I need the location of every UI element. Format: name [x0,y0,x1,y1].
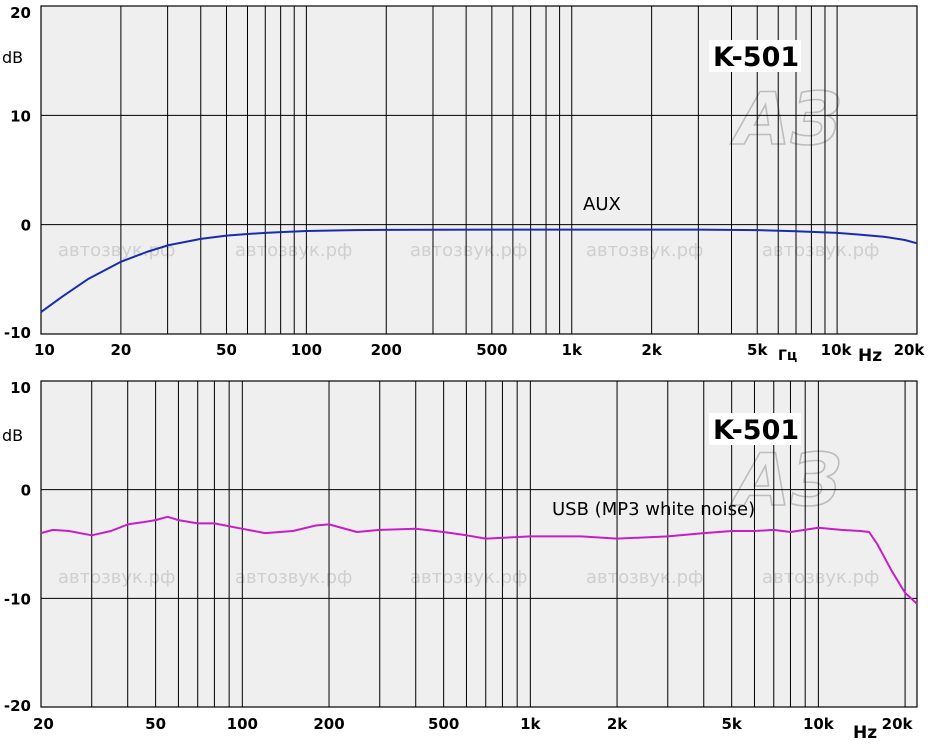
watermark-text: автозвук.рф [762,240,879,261]
x-tick-label: 200 [371,341,402,359]
watermark-text: автозвук.рф [235,567,352,588]
x-tick-label: 500 [428,715,459,733]
plot-border [40,380,918,708]
x-tick-label: 10k [803,715,835,733]
logo-watermark: АЗ [730,77,842,161]
watermark-text: автозвук.рф [762,567,879,588]
watermark-text: автозвук.рф [586,240,703,261]
watermark-text: автозвук.рф [586,567,703,588]
watermark-text: автозвук.рф [58,240,175,261]
watermark-text: автозвук.рф [410,240,527,261]
x-tick-label: 50 [216,341,237,359]
model-label: K-501 [713,415,799,446]
x-tick-label: 20k [882,715,914,733]
x-tick-label: 20 [110,341,131,359]
logo-watermark: АЗ [730,438,842,522]
x-tick-label: 1k [520,715,541,733]
plot-border [40,5,918,335]
x-tick-label: 5k [747,341,768,359]
y-tick-label: -10 [4,324,31,342]
usb-response-chart: автозвук.рф автозвук.рф автозвук.рф автозву… [2,379,918,743]
watermark-text: автозвук.рф [410,567,527,588]
response-curve-usb [40,515,918,605]
x-axis-unit: Hz [853,723,877,741]
y-axis-label: dB [2,426,23,445]
x-tick-label: 100 [291,341,322,359]
x-tick-label: 10 [34,341,55,359]
x-tick-label: 500 [476,341,507,359]
curve-label: USB (MP3 white noise) [552,499,755,520]
x-tick-label: 20k [894,341,926,359]
watermark-text: автозвук.рф [58,567,175,588]
x-axis-unit: Hz [858,346,882,366]
curve-label: AUX [583,194,621,215]
x-tick-label: 100 [227,715,258,733]
aux-response-chart: автозвук.рф автозвук.рф автозвук.рф автозву… [2,4,925,366]
watermark-text: автозвук.рф [235,240,352,261]
x-tick-label: 1k [562,341,583,359]
x-tick-label: 2k [641,341,662,359]
x-tick-label: 200 [313,715,344,733]
y-tick-label: 0 [21,482,31,500]
model-label-background [709,40,801,72]
y-axis-label: dB [2,48,23,67]
model-label-background [709,413,801,445]
x-tick-label: 10k [821,341,853,359]
y-tick-label: -20 [4,697,31,715]
y-tick-label: 0 [21,217,31,235]
x-tick-label: 5k [721,715,742,733]
response-curve-aux [40,228,918,313]
x-tick-label: 20 [33,715,54,733]
x-axis-unit-ru: Гц [778,348,797,364]
y-tick-label: 10 [10,379,31,397]
x-tick-label: 2k [607,715,628,733]
model-label: K-501 [713,42,799,73]
y-tick-label: 20 [10,4,31,22]
y-tick-label: 10 [10,107,31,125]
x-tick-label: 50 [145,715,166,733]
y-tick-label: -10 [4,590,31,608]
